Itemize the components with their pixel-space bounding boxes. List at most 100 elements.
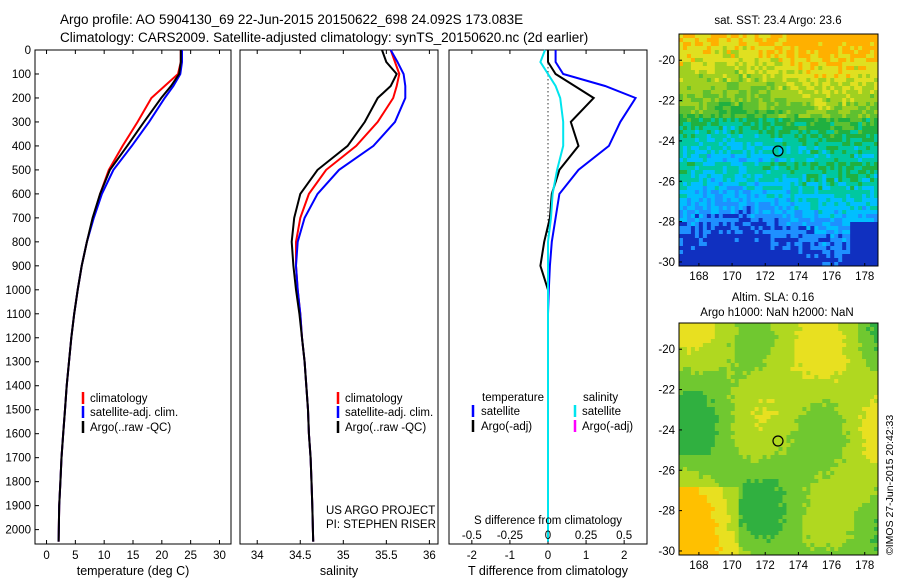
map-cell xyxy=(762,343,768,348)
map-cell xyxy=(830,102,835,107)
map-cell xyxy=(750,387,756,392)
map-cell xyxy=(842,86,847,91)
map-cell xyxy=(762,391,768,396)
map-cell xyxy=(742,238,748,243)
map-cell xyxy=(786,447,791,452)
map-cell xyxy=(846,198,851,203)
map-cell xyxy=(870,186,875,191)
map-cell xyxy=(706,42,712,47)
map-cell xyxy=(738,126,744,131)
map-cell xyxy=(830,166,835,171)
map-cell xyxy=(846,218,851,223)
map-cell xyxy=(738,258,744,263)
map-cell xyxy=(810,174,815,179)
map-cell xyxy=(758,98,764,103)
map-cell xyxy=(874,130,879,135)
x-tick-label: 15 xyxy=(127,550,140,562)
map-cell xyxy=(754,90,760,95)
map-cell xyxy=(750,62,756,67)
map-cell xyxy=(679,38,684,43)
map-cell xyxy=(802,150,807,155)
map-cell xyxy=(790,399,795,404)
map-cell xyxy=(682,371,688,376)
map-cell xyxy=(754,359,760,364)
map-cell xyxy=(694,138,700,143)
map-cell xyxy=(742,110,748,115)
map-cell xyxy=(806,66,811,71)
map-cell xyxy=(734,146,740,151)
map-cell xyxy=(786,182,791,187)
map-cell xyxy=(750,54,756,59)
map-cell xyxy=(862,459,867,464)
map-cell xyxy=(778,411,783,416)
map-cell xyxy=(762,78,768,83)
map-cell xyxy=(826,142,831,147)
map-cell xyxy=(830,198,835,203)
map-cell xyxy=(694,170,700,175)
map-cell xyxy=(714,242,720,247)
map-cell xyxy=(790,423,795,428)
map-cell xyxy=(758,162,764,167)
map-cell xyxy=(830,254,835,259)
map-cell xyxy=(710,38,716,43)
map-cell xyxy=(762,355,768,360)
map-cell xyxy=(818,166,823,171)
map-cell xyxy=(802,90,807,95)
map-cell xyxy=(774,74,779,79)
map-cell xyxy=(750,258,756,263)
map-cell xyxy=(782,122,787,127)
map-cell xyxy=(846,62,851,67)
map-cell xyxy=(702,467,708,472)
map-cell xyxy=(698,42,704,47)
map-cell xyxy=(822,403,827,408)
map-cell xyxy=(718,118,724,123)
map-cell xyxy=(686,130,692,135)
map-cell xyxy=(870,399,875,404)
map-cell xyxy=(830,411,835,416)
map-cell xyxy=(746,70,752,75)
map-cell xyxy=(786,383,791,388)
map-cell xyxy=(690,335,696,340)
map-cell xyxy=(782,375,787,380)
map-cell xyxy=(698,102,704,107)
map-cell xyxy=(794,411,799,416)
map-cell xyxy=(774,327,779,332)
map-cell xyxy=(730,262,736,267)
map-cell xyxy=(738,142,744,147)
map-cell xyxy=(778,190,783,195)
map-cell xyxy=(786,194,791,199)
map-cell xyxy=(702,347,708,352)
map-cell xyxy=(694,427,700,432)
map-cell xyxy=(750,94,756,99)
map-cell xyxy=(686,202,692,207)
map-cell xyxy=(830,86,835,91)
map-cell xyxy=(862,194,867,199)
map-cell xyxy=(818,210,823,215)
map-cell xyxy=(866,359,871,364)
map-cell xyxy=(698,415,704,420)
map-cell xyxy=(762,162,768,167)
map-cell xyxy=(826,186,831,191)
map-cell xyxy=(714,74,720,79)
map-cell xyxy=(778,427,783,432)
map-cell xyxy=(754,379,760,384)
map-cell xyxy=(842,258,847,263)
map-cell xyxy=(714,439,720,444)
map-cell xyxy=(854,146,859,151)
map-cell xyxy=(742,447,748,452)
map-cell xyxy=(870,343,875,348)
map-cell xyxy=(870,383,875,388)
map-cell xyxy=(786,98,791,103)
map-cell xyxy=(690,194,696,199)
map-cell xyxy=(862,90,867,95)
map-cell xyxy=(874,443,879,448)
map-cell xyxy=(862,371,867,376)
map-cell xyxy=(842,238,847,243)
map-cell xyxy=(770,190,776,195)
map-cell xyxy=(726,98,732,103)
map-cell xyxy=(814,399,819,404)
map-cell xyxy=(686,375,692,380)
map-cell xyxy=(730,403,736,408)
map-cell xyxy=(854,70,859,75)
map-cell xyxy=(766,114,772,119)
